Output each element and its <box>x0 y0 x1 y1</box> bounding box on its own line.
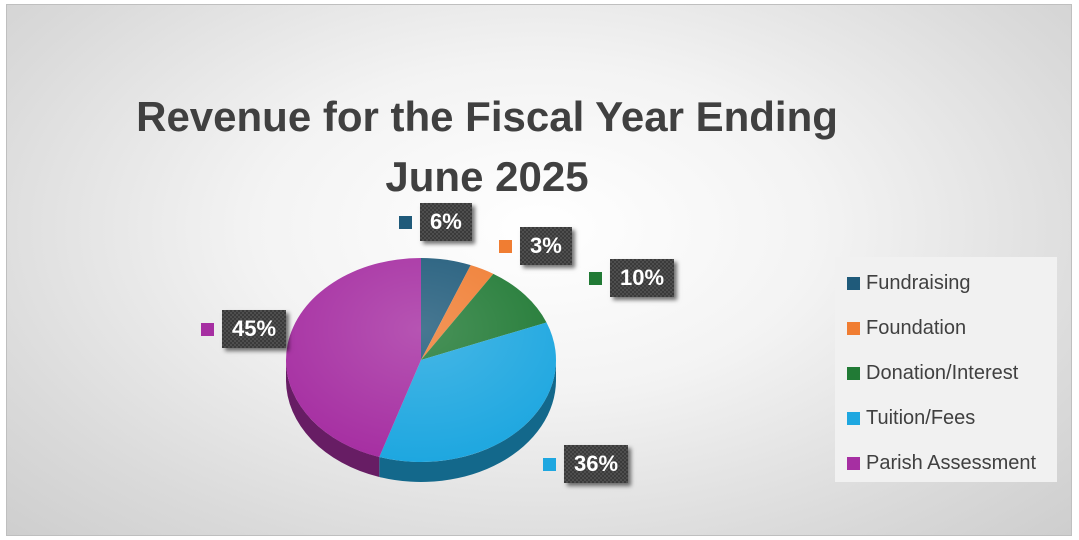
legend-label: Parish Assessment <box>866 452 1037 474</box>
data-label-value: 36% <box>564 445 628 483</box>
legend-label: Foundation <box>866 317 967 339</box>
legend-label: Tuition/Fees <box>866 407 976 429</box>
data-label-tuition-fees: 36% <box>543 445 628 483</box>
data-label-parish-assessment: 45% <box>201 310 286 348</box>
data-label-fundraising: 6% <box>399 203 472 241</box>
legend-item-fundraising[interactable]: Fundraising <box>847 261 1057 306</box>
data-label-value: 10% <box>610 259 674 297</box>
legend-swatch <box>847 457 860 470</box>
data-label-swatch <box>399 215 412 229</box>
pie-top <box>285 258 556 462</box>
data-label-value: 45% <box>222 310 286 348</box>
legend-swatch <box>847 277 860 290</box>
data-label-swatch <box>589 271 602 285</box>
legend-label: Fundraising <box>866 272 971 294</box>
chart-area: Revenue for the Fiscal Year Ending June … <box>6 4 1072 536</box>
legend-item-tuition-fees[interactable]: Tuition/Fees <box>847 396 1057 441</box>
legend-label: Donation/Interest <box>866 362 1019 384</box>
legend-swatch <box>847 367 860 380</box>
pie-side-parish-assessment <box>286 360 380 478</box>
data-label-swatch <box>499 239 512 253</box>
pie-side-walls <box>286 360 556 482</box>
pie-sheen <box>286 258 556 462</box>
chart-title: Revenue for the Fiscal Year Ending June … <box>136 93 838 200</box>
data-label-foundation: 3% <box>499 227 572 265</box>
pie-side-tuition-fees <box>379 360 556 482</box>
data-label-value: 6% <box>420 203 472 241</box>
data-label-value: 3% <box>520 227 572 265</box>
legend-item-foundation[interactable]: Foundation <box>847 306 1057 351</box>
data-label-swatch <box>201 322 214 336</box>
legend-item-parish-assessment[interactable]: Parish Assessment <box>847 441 1057 486</box>
legend-swatch <box>847 412 860 425</box>
legend-item-donation-interest[interactable]: Donation/Interest <box>847 351 1057 396</box>
pie-chart <box>285 258 556 482</box>
legend: Fundraising Foundation Donation/Interest Tu… <box>835 257 1057 482</box>
legend-swatch <box>847 322 860 335</box>
data-label-swatch <box>543 457 556 471</box>
data-label-donation-interest: 10% <box>589 259 674 297</box>
